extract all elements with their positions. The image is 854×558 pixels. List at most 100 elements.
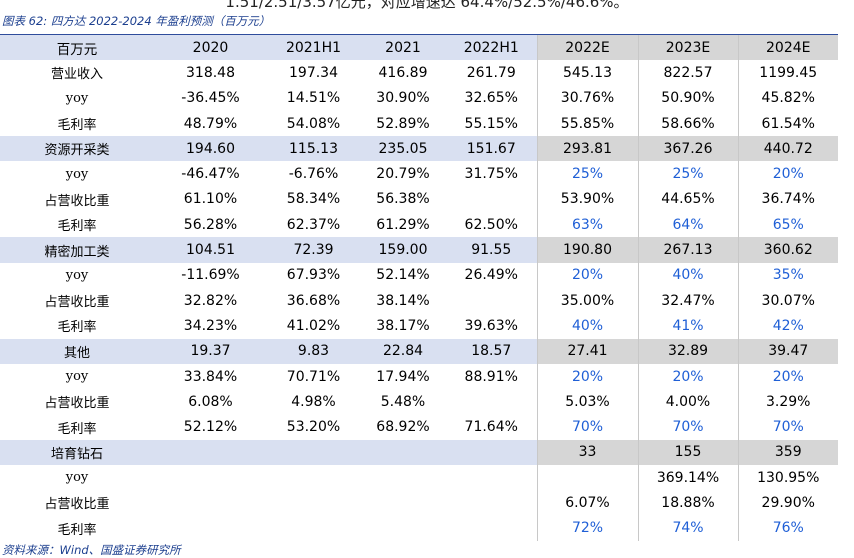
- table-cell: [446, 389, 537, 414]
- table-cell: [267, 516, 360, 541]
- table-row: 毛利率 34.23% 41.02% 38.17% 39.63% 40% 41% 42%: [0, 313, 838, 339]
- header-period-cell: 2022E: [536, 34, 638, 61]
- table-cell: 30.76%: [536, 85, 638, 111]
- table-cell: [360, 490, 446, 515]
- header-period-cell: 2022H1: [446, 34, 537, 61]
- table-cell: 151.67: [446, 136, 537, 162]
- table-cell: 1199.45: [737, 60, 838, 86]
- table-cell: 41.02%: [286, 317, 341, 334]
- table-cell: 36.68%: [286, 292, 341, 309]
- table-row: yoy 33.84% 70.71% 17.94% 88.91% 20% 20% 20%: [0, 363, 838, 390]
- table-cell: 17.94%: [376, 368, 430, 385]
- header-period-cell: 2024E: [737, 34, 838, 61]
- table-cell: 4.00%: [637, 389, 738, 415]
- table-cell: 367.26: [637, 136, 738, 162]
- table-row: 毛利率 56.28% 62.37% 61.29% 62.50% 63% 64% 65%: [0, 212, 838, 238]
- table-cell: 61.29%: [376, 216, 430, 233]
- table-cell: 63%: [536, 212, 638, 238]
- table-cell: 88.91%: [464, 368, 518, 385]
- row-label: yoy: [65, 369, 89, 384]
- table-cell: 25%: [536, 161, 638, 187]
- table-cell: 35.00%: [536, 287, 638, 314]
- forecast-table: 百万元 2020 2021H1 2021 2022H1 2022E 2023E 2024E 营业…: [0, 34, 838, 541]
- table-cell: 31.75%: [464, 166, 518, 183]
- table-cell: 55.85%: [536, 110, 638, 137]
- table-cell: 155: [637, 439, 738, 466]
- table-cell: [267, 465, 360, 490]
- table-cell: 14.51%: [286, 90, 341, 107]
- table-cell: 44.65%: [637, 186, 738, 213]
- table-cell: 369.14%: [637, 465, 738, 491]
- table-row: yoy -11.69% 67.93% 52.14% 26.49% 20% 40% 35%: [0, 262, 838, 288]
- table-cell: 68.92%: [376, 419, 430, 436]
- table-cell: 20%: [536, 363, 638, 390]
- table-cell: [446, 490, 537, 515]
- table-cell: 545.13: [536, 60, 638, 86]
- table-cell: 5.03%: [536, 389, 638, 415]
- table-cell: 318.48: [186, 64, 235, 81]
- table-row: yoy -36.45% 14.51% 30.90% 32.65% 30.76% 50.90%…: [0, 85, 838, 111]
- table-cell: 30.07%: [737, 287, 838, 314]
- header-period-cell: 2021: [360, 34, 446, 61]
- table-cell: 61.10%: [183, 191, 238, 208]
- table-cell: [154, 516, 267, 541]
- row-label: 毛利率: [57, 219, 97, 235]
- table-cell: 53.90%: [536, 186, 638, 213]
- table-cell: 50.90%: [637, 85, 738, 111]
- table-cell: 76%: [737, 515, 838, 541]
- table-cell: 104.51: [154, 237, 267, 263]
- table-cell: -11.69%: [181, 267, 240, 284]
- row-label: 占营收比重: [44, 193, 110, 209]
- table-cell: [154, 465, 267, 490]
- table-cell: 34.23%: [183, 317, 238, 334]
- table-cell: 20%: [737, 161, 838, 187]
- table-cell: 61.54%: [737, 110, 838, 137]
- table-cell: 35%: [737, 262, 838, 288]
- table-cell: [446, 187, 537, 212]
- table-cell: 52.89%: [376, 115, 430, 132]
- table-row: 营业收入 318.48 197.34 416.89 261.79 545.13 822.57…: [0, 60, 838, 86]
- header-period-cell: 2021H1: [267, 34, 360, 61]
- table-cell: 38.17%: [376, 317, 430, 334]
- table-cell: 70%: [737, 414, 838, 440]
- table-cell: 32.47%: [637, 287, 738, 314]
- table-cell: 54.08%: [286, 115, 341, 132]
- table-cell: 52.14%: [376, 267, 430, 284]
- table-cell: 20%: [536, 262, 638, 288]
- table-cell: 72.39: [267, 237, 360, 263]
- table-section-row: 精密加工类 104.51 72.39 159.00 91.55 190.80 267.13 3…: [0, 237, 838, 263]
- table-cell: 235.05: [360, 136, 446, 162]
- table-cell: 65%: [737, 212, 838, 238]
- table-cell: 64%: [637, 212, 738, 238]
- table-cell: 45.82%: [737, 85, 838, 111]
- table-cell: 74%: [637, 515, 738, 541]
- table-cell: [360, 465, 446, 490]
- table-cell: 6.07%: [536, 490, 638, 516]
- row-label: yoy: [65, 267, 89, 283]
- table-cell: 197.34: [289, 64, 338, 81]
- table-row: yoy 369.14% 130.95%: [0, 465, 838, 491]
- table-cell: [267, 490, 360, 515]
- table-cell: 19.37: [154, 338, 267, 364]
- table-cell: 55.15%: [464, 115, 518, 132]
- row-label: 营业收入: [50, 67, 103, 83]
- row-label: 毛利率: [57, 320, 97, 336]
- table-cell: 4.98%: [291, 393, 336, 410]
- table-row: 毛利率 52.12% 53.20% 68.92% 71.64% 70% 70% 70%: [0, 414, 838, 440]
- table-section-row: 培育钻石 33 155 359: [0, 439, 838, 466]
- table-cell: 41%: [637, 313, 738, 339]
- header-unit-cell: 百万元: [0, 34, 154, 61]
- table-cell: [446, 288, 537, 313]
- row-label: 培育钻石: [0, 439, 154, 466]
- table-section-row: 其他 19.37 9.83 22.84 18.57 27.41 32.89 39.47: [0, 338, 838, 364]
- table-cell: 18.57: [446, 338, 537, 364]
- table-cell: [267, 439, 360, 466]
- table-cell: 29.90%: [737, 490, 838, 516]
- table-cell: 70.71%: [286, 368, 341, 385]
- table-cell: 32.82%: [183, 292, 238, 309]
- table-cell: 25%: [637, 161, 738, 187]
- header-period-cell: 2023E: [637, 34, 738, 61]
- table-cell: 62.50%: [464, 216, 518, 233]
- table-cell: 20%: [637, 363, 738, 390]
- table-cell: 416.89: [378, 64, 428, 81]
